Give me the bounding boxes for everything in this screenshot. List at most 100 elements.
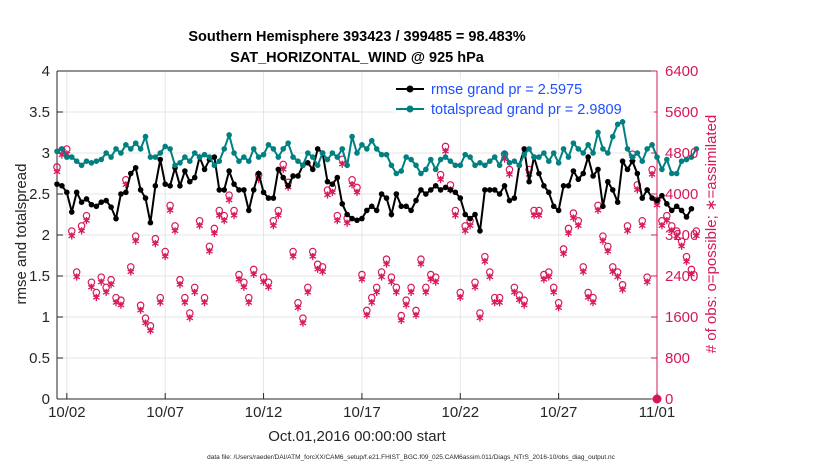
series-point-0 xyxy=(93,203,100,210)
series-point-1 xyxy=(147,154,154,160)
obs-assimilated-marker xyxy=(353,188,361,197)
series-point-1 xyxy=(349,133,355,140)
obs-assimilated-marker xyxy=(92,293,100,302)
series-point-1 xyxy=(88,160,95,166)
series-point-0 xyxy=(78,199,85,205)
obs-assimilated-marker xyxy=(210,229,218,238)
series-point-1 xyxy=(541,150,547,156)
series-point-1 xyxy=(570,140,577,146)
series-point-0 xyxy=(167,183,173,189)
y-tick-label: 3.5 xyxy=(29,104,50,121)
obs-assimilated-marker xyxy=(604,247,612,255)
series-point-0 xyxy=(550,203,557,210)
series-point-0 xyxy=(432,183,439,189)
series-point-0 xyxy=(565,183,572,189)
series-point-0 xyxy=(378,191,385,197)
obs-assimilated-marker xyxy=(186,314,194,322)
series-point-0 xyxy=(226,168,232,174)
series-point-1 xyxy=(619,119,626,125)
obs-assimilated-marker xyxy=(520,301,528,309)
series-point-0 xyxy=(521,146,528,152)
series-point-0 xyxy=(314,146,321,152)
series-point-1 xyxy=(649,142,655,148)
series-point-1 xyxy=(250,146,257,152)
series-point-0 xyxy=(265,195,272,201)
series-point-1 xyxy=(132,140,139,146)
series-point-1 xyxy=(231,150,237,156)
series-point-1 xyxy=(260,151,267,158)
series-point-0 xyxy=(654,197,660,204)
series-point-1 xyxy=(683,156,690,163)
series-point-0 xyxy=(88,201,95,208)
obs-assimilated-marker xyxy=(279,165,287,173)
series-point-0 xyxy=(334,174,341,181)
series-point-1 xyxy=(241,154,247,160)
series-point-1 xyxy=(609,133,616,140)
series-point-1 xyxy=(614,121,621,128)
series-point-0 xyxy=(418,187,424,193)
obs-assimilated-marker xyxy=(392,288,400,296)
series-point-0 xyxy=(403,203,409,210)
series-point-1 xyxy=(388,162,395,169)
series-point-1 xyxy=(600,146,606,152)
y-right-tick-label: 4800 xyxy=(665,145,698,162)
series-point-0 xyxy=(496,191,503,197)
obs-assimilated-marker xyxy=(451,211,459,220)
series-point-0 xyxy=(137,187,144,193)
series-point-0 xyxy=(211,154,218,160)
series-point-0 xyxy=(501,183,508,189)
y-right-tick-label: 4000 xyxy=(665,186,698,203)
series-point-0 xyxy=(132,164,139,171)
obs-assimilated-marker xyxy=(97,278,105,286)
series-point-0 xyxy=(236,187,242,193)
series-point-0 xyxy=(575,176,582,183)
y-tick-label: 2.5 xyxy=(29,186,50,203)
series-point-1 xyxy=(393,170,400,177)
series-point-0 xyxy=(659,192,665,199)
series-point-0 xyxy=(511,195,518,201)
series-point-0 xyxy=(570,168,577,174)
series-point-1 xyxy=(595,129,601,136)
series-point-0 xyxy=(123,189,129,196)
series-point-1 xyxy=(275,154,282,160)
obs-assimilated-marker xyxy=(407,288,415,296)
series-point-0 xyxy=(393,191,400,197)
series-point-1 xyxy=(54,148,60,155)
obs-assimilated-marker xyxy=(220,217,228,225)
obs-assimilated-marker xyxy=(245,299,253,307)
obs-assimilated-marker xyxy=(624,227,631,235)
obs-assimilated-marker xyxy=(619,286,627,294)
obs-assimilated-marker xyxy=(358,275,366,284)
series-point-0 xyxy=(486,187,493,193)
series-point-1 xyxy=(511,158,518,164)
series-point-1 xyxy=(575,146,582,152)
series-point-0 xyxy=(64,189,70,196)
series-point-0 xyxy=(536,170,542,177)
series-point-1 xyxy=(127,146,134,152)
obs-assimilated-marker xyxy=(176,281,184,289)
series-point-0 xyxy=(482,187,488,193)
series-point-0 xyxy=(275,166,282,173)
obs-assimilated-marker xyxy=(550,288,558,296)
series-lines xyxy=(54,119,700,234)
series-point-1 xyxy=(659,166,665,173)
y-right-tick-label: 800 xyxy=(665,350,690,367)
obs-assimilated-marker xyxy=(87,283,95,291)
series-point-0 xyxy=(452,189,459,196)
series-point-0 xyxy=(216,187,223,193)
series-point-0 xyxy=(609,187,616,193)
obs-assimilated-marker xyxy=(432,278,440,286)
series-point-0 xyxy=(309,166,316,173)
obs-assimilated-marker xyxy=(383,260,390,268)
series-point-0 xyxy=(590,173,596,179)
series-point-1 xyxy=(491,154,498,160)
series-point-0 xyxy=(157,156,164,163)
series-point-1 xyxy=(113,146,119,152)
series-point-0 xyxy=(580,170,587,177)
obs-assimilated-marker xyxy=(368,299,376,307)
series-point-0 xyxy=(285,183,291,189)
series-point-0 xyxy=(600,203,606,210)
series-point-1 xyxy=(457,162,464,169)
series-point-1 xyxy=(639,158,646,164)
obs-assimilated-marker xyxy=(196,222,204,230)
